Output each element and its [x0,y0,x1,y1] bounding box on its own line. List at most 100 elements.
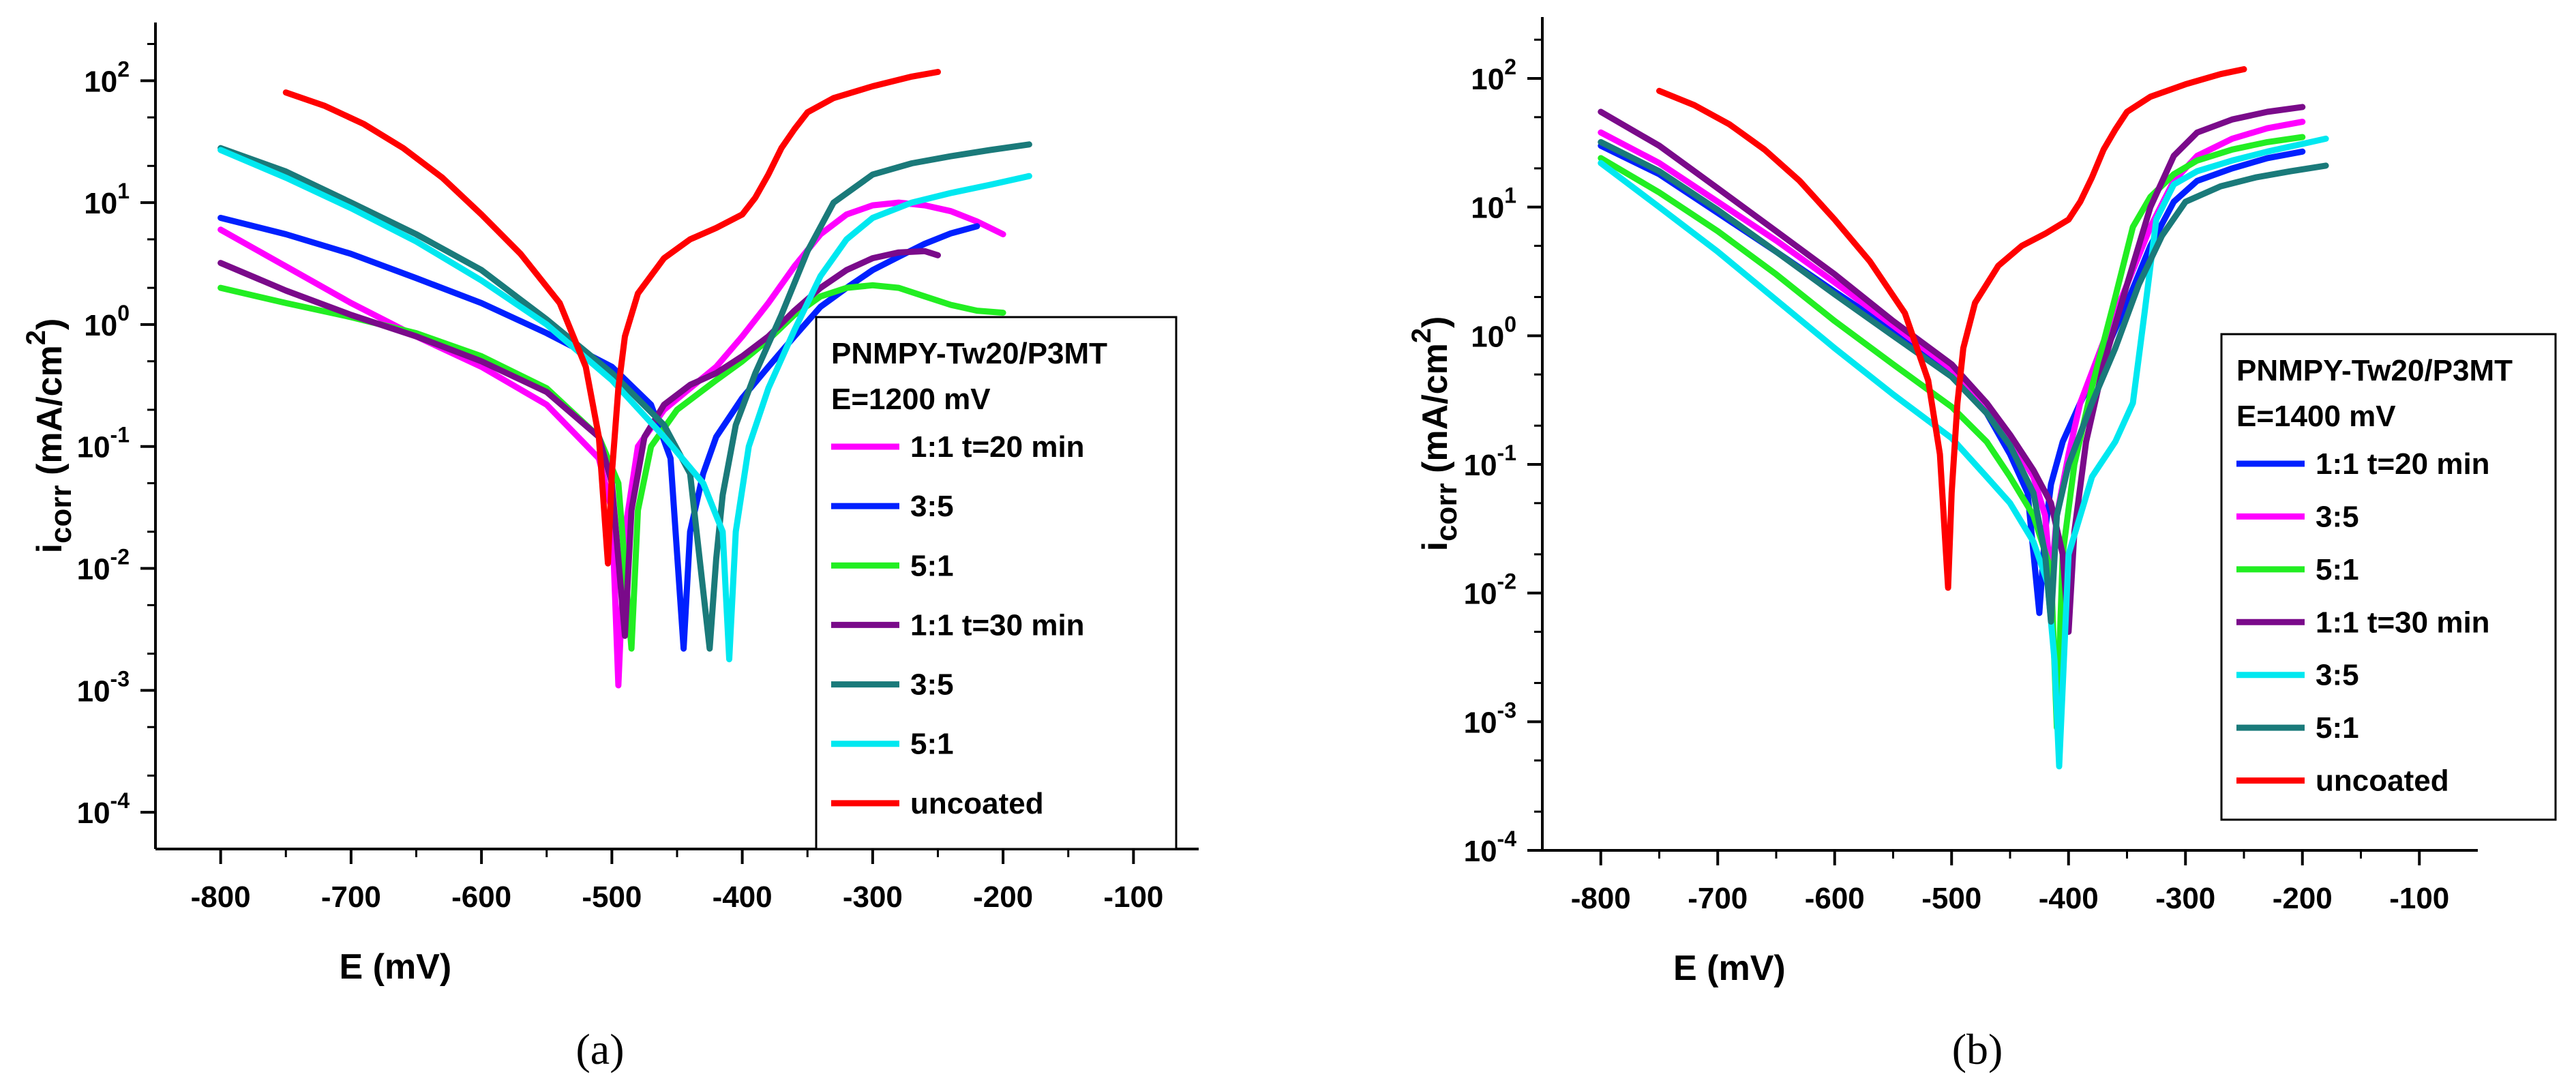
y-tick-exponent: 2 [117,57,130,81]
y-tick-base: 10 [84,309,117,342]
x-tick-label: -700 [321,880,381,914]
y-tick-base: 10 [84,187,117,220]
y-tick-label: 10-2 [77,545,130,586]
y-tick-label: 10-4 [77,788,130,830]
legend-box [815,316,1178,850]
series-line-7 [282,69,941,567]
y-tick-exponent: 1 [117,179,130,203]
panel-caption: (b) [1952,1025,2003,1073]
series-line-3 [218,282,1006,652]
y-tick-label: 10-1 [77,423,130,464]
x-tick-label: -300 [2155,882,2215,915]
y-tick-label: 10-2 [1464,569,1516,611]
series-line-3 [1598,134,2306,731]
y-tick-exponent: -1 [1497,441,1516,465]
x-tick-label: -200 [973,880,1033,914]
y-tick-label: 101 [1471,183,1516,225]
y-tick-exponent: -3 [110,666,130,691]
legend-entry-label: 3:5 [2316,659,2359,692]
legend-entry-label: 1:1 t=20 min [910,430,1085,464]
x-tick-label: -400 [2039,882,2099,915]
x-tick-label: -500 [582,880,642,914]
y-axis-title-close: ) [30,318,70,330]
legend-subtitle: E=1200 mV [831,383,991,416]
y-axis-title-main: i [1416,541,1455,551]
x-tick-label: -800 [191,880,251,914]
x-tick-label: -100 [1103,880,1163,914]
y-tick-base: 10 [1471,192,1504,225]
legend-entry-label: uncoated [910,787,1044,820]
y-tick-label: 101 [84,179,130,220]
y-tick-label: 100 [84,301,130,342]
legend-entry-label: uncoated [2316,764,2449,798]
y-tick-exponent: -2 [1497,569,1516,594]
x-tick-label: -800 [1571,882,1631,915]
legend-entry-label: 3:5 [2316,500,2359,533]
legend-entry-label: 1:1 t=20 min [2316,447,2490,481]
y-axis-title-unit-superscript: 2 [21,330,51,345]
legend-entry-label: 1:1 t=30 min [910,608,1085,642]
x-tick-label: -400 [713,880,773,914]
y-tick-base: 10 [77,553,110,586]
y-tick-base: 10 [1471,320,1504,353]
y-axis-title-subscript: corr [44,485,78,544]
y-axis-title-unit: (mA/cm [1416,343,1455,483]
x-tick-label: -300 [843,880,903,914]
legend-entry-label: 3:5 [910,668,954,702]
y-tick-label: 10-3 [1464,698,1516,739]
x-axis-title: E (mV) [340,947,452,987]
y-tick-exponent: -2 [110,545,130,569]
y-tick-label: 10-1 [1464,441,1516,482]
y-tick-exponent: -3 [1497,698,1516,722]
y-axis-title-close: ) [1416,316,1455,328]
y-tick-exponent: -4 [110,788,130,813]
y-axis-title-unit: (mA/cm [30,345,70,485]
y-tick-base: 10 [84,65,117,98]
legend: PNMPY-Tw20/P3MT E=1400 mV 1:1 t=20 min 3:5 5… [2220,333,2557,821]
y-axis-title: icorr (mA/cm2) [21,318,78,554]
series-line-4 [218,248,941,639]
legend-box [2220,333,2557,821]
legend-entry-label: 5:1 [2316,553,2359,586]
y-axis-title: icorr (mA/cm2) [1407,316,1463,552]
y-tick-label: 10-4 [1464,827,1517,868]
y-tick-base: 10 [1464,449,1497,482]
series-line-7 [1656,66,2247,591]
y-axis-title-unit-superscript: 2 [1407,328,1437,343]
y-tick-base: 10 [77,431,110,464]
legend-entry-label: 5:1 [910,728,954,761]
x-tick-label: -500 [1921,882,1981,915]
series-line-6 [218,147,1032,663]
legend-subtitle: E=1400 mV [2236,400,2396,433]
y-tick-exponent: -1 [110,423,130,447]
y-tick-label: 10-3 [77,666,130,708]
y-tick-base: 10 [1471,63,1504,96]
legend-title: PNMPY-Tw20/P3MT [2236,354,2513,387]
y-tick-exponent: 0 [1504,312,1516,336]
legend-entry-label: 5:1 [2316,711,2359,745]
y-tick-label: 100 [1471,312,1516,353]
series-line-5 [1598,135,2329,770]
x-tick-label: -200 [2273,882,2333,915]
y-axis-title-main: i [30,544,70,553]
x-tick-label: -100 [2389,882,2449,915]
panel-caption: (a) [575,1025,624,1073]
series-line-2 [218,215,980,652]
legend-entry-label: 5:1 [910,549,954,582]
legend-title: PNMPY-Tw20/P3MT [831,337,1107,370]
y-tick-base: 10 [1464,706,1497,739]
y-tick-base: 10 [1464,835,1497,868]
x-tick-label: -600 [1805,882,1865,915]
x-axis-title: E (mV) [1673,949,1786,988]
y-tick-exponent: 1 [1504,183,1516,208]
y-tick-exponent: 0 [117,301,130,325]
y-tick-base: 10 [77,796,110,830]
y-tick-base: 10 [77,674,110,708]
legend-entry-label: 3:5 [910,490,954,523]
legend: PNMPY-Tw20/P3MT E=1200 mV 1:1 t=20 min 3:5 5… [815,316,1178,850]
legend-entry-label: 1:1 t=30 min [2316,606,2490,639]
chart-panel-a: -800 -700 -600 -500 -400 -300 -200 -10010210110… [21,23,1199,1073]
chart-panel-b: -800 -700 -600 -500 -400 -300 -200 -10010210110… [1407,17,2557,1073]
y-axis-title-subscript: corr [1430,483,1463,541]
